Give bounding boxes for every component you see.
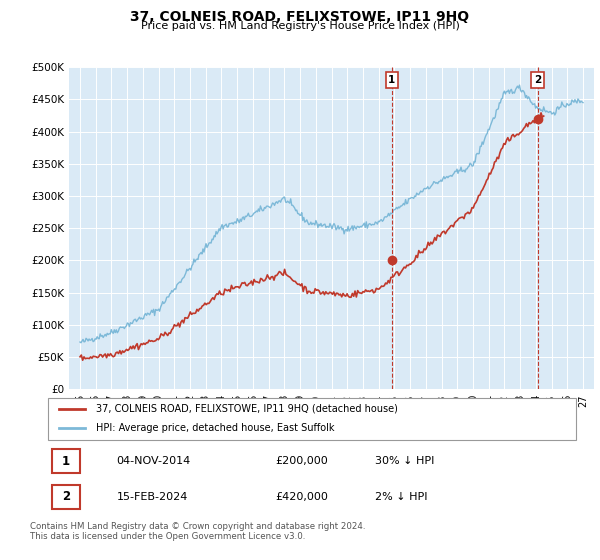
Text: 2% ↓ HPI: 2% ↓ HPI: [376, 492, 428, 502]
Text: 37, COLNEIS ROAD, FELIXSTOWE, IP11 9HQ (detached house): 37, COLNEIS ROAD, FELIXSTOWE, IP11 9HQ (…: [95, 404, 397, 414]
Text: Contains HM Land Registry data © Crown copyright and database right 2024.
This d: Contains HM Land Registry data © Crown c…: [30, 522, 365, 542]
Text: Price paid vs. HM Land Registry's House Price Index (HPI): Price paid vs. HM Land Registry's House …: [140, 21, 460, 31]
Text: 30% ↓ HPI: 30% ↓ HPI: [376, 456, 435, 466]
FancyBboxPatch shape: [52, 485, 80, 509]
Text: 15-FEB-2024: 15-FEB-2024: [116, 492, 188, 502]
Text: 2: 2: [62, 491, 70, 503]
Text: 2: 2: [534, 75, 541, 85]
Text: 37, COLNEIS ROAD, FELIXSTOWE, IP11 9HQ: 37, COLNEIS ROAD, FELIXSTOWE, IP11 9HQ: [130, 10, 470, 24]
Text: HPI: Average price, detached house, East Suffolk: HPI: Average price, detached house, East…: [95, 423, 334, 433]
Text: 04-NOV-2014: 04-NOV-2014: [116, 456, 191, 466]
FancyBboxPatch shape: [52, 449, 80, 473]
Text: £200,000: £200,000: [275, 456, 328, 466]
Text: 1: 1: [388, 75, 395, 85]
Text: 1: 1: [62, 455, 70, 468]
Text: £420,000: £420,000: [275, 492, 328, 502]
FancyBboxPatch shape: [48, 398, 576, 440]
